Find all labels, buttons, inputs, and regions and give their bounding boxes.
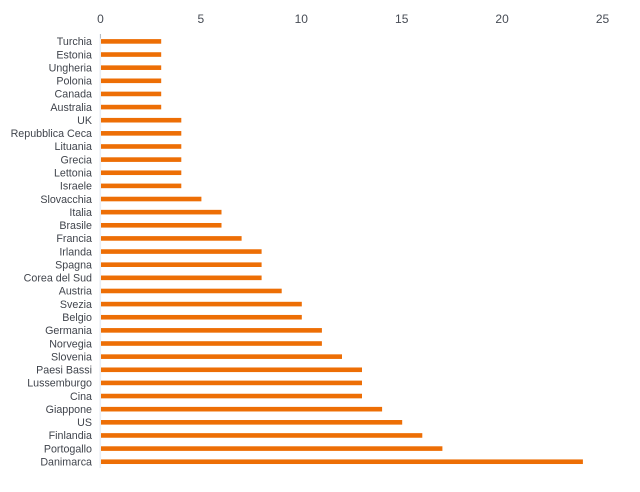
svg-text:Canada: Canada bbox=[55, 89, 92, 101]
svg-text:Slovenia: Slovenia bbox=[51, 351, 92, 363]
svg-text:US: US bbox=[77, 417, 92, 429]
svg-text:Grecia: Grecia bbox=[61, 154, 93, 166]
svg-text:Israele: Israele bbox=[60, 181, 92, 193]
svg-text:Corea del Sud: Corea del Sud bbox=[24, 273, 92, 285]
svg-text:Irlanda: Irlanda bbox=[59, 246, 92, 258]
svg-text:0: 0 bbox=[97, 12, 104, 26]
svg-text:15: 15 bbox=[395, 12, 409, 26]
svg-text:Italia: Italia bbox=[69, 207, 92, 219]
svg-text:Estonia: Estonia bbox=[56, 49, 92, 61]
svg-text:Slovacchia: Slovacchia bbox=[40, 194, 92, 206]
svg-text:Lituania: Lituania bbox=[55, 141, 92, 153]
svg-text:25: 25 bbox=[596, 12, 610, 26]
svg-text:Francia: Francia bbox=[56, 233, 92, 245]
svg-text:Australia: Australia bbox=[50, 102, 92, 114]
svg-text:Cina: Cina bbox=[70, 391, 92, 403]
svg-text:5: 5 bbox=[198, 12, 205, 26]
svg-text:Polonia: Polonia bbox=[56, 76, 92, 88]
svg-text:Svezia: Svezia bbox=[60, 299, 92, 311]
svg-text:Ungheria: Ungheria bbox=[49, 62, 92, 74]
svg-text:Turchia: Turchia bbox=[57, 36, 92, 48]
svg-text:Norvegia: Norvegia bbox=[49, 338, 92, 350]
svg-text:Germania: Germania bbox=[45, 325, 92, 337]
svg-text:Danimarca: Danimarca bbox=[40, 456, 92, 468]
svg-text:Finlandia: Finlandia bbox=[49, 430, 92, 442]
svg-text:Lussemburgo: Lussemburgo bbox=[27, 378, 92, 390]
svg-text:Giappone: Giappone bbox=[46, 404, 92, 416]
svg-text:Portogallo: Portogallo bbox=[44, 443, 92, 455]
svg-text:Austria: Austria bbox=[59, 286, 92, 298]
svg-text:Repubblica Ceca: Repubblica Ceca bbox=[11, 128, 92, 140]
svg-text:10: 10 bbox=[295, 12, 309, 26]
svg-text:Belgio: Belgio bbox=[62, 312, 92, 324]
svg-text:Spagna: Spagna bbox=[55, 259, 92, 271]
svg-text:20: 20 bbox=[495, 12, 509, 26]
svg-text:Brasile: Brasile bbox=[59, 220, 92, 232]
svg-text:UK: UK bbox=[77, 115, 93, 127]
svg-text:Lettonia: Lettonia bbox=[54, 168, 92, 180]
svg-text:Paesi Bassi: Paesi Bassi bbox=[36, 365, 92, 377]
